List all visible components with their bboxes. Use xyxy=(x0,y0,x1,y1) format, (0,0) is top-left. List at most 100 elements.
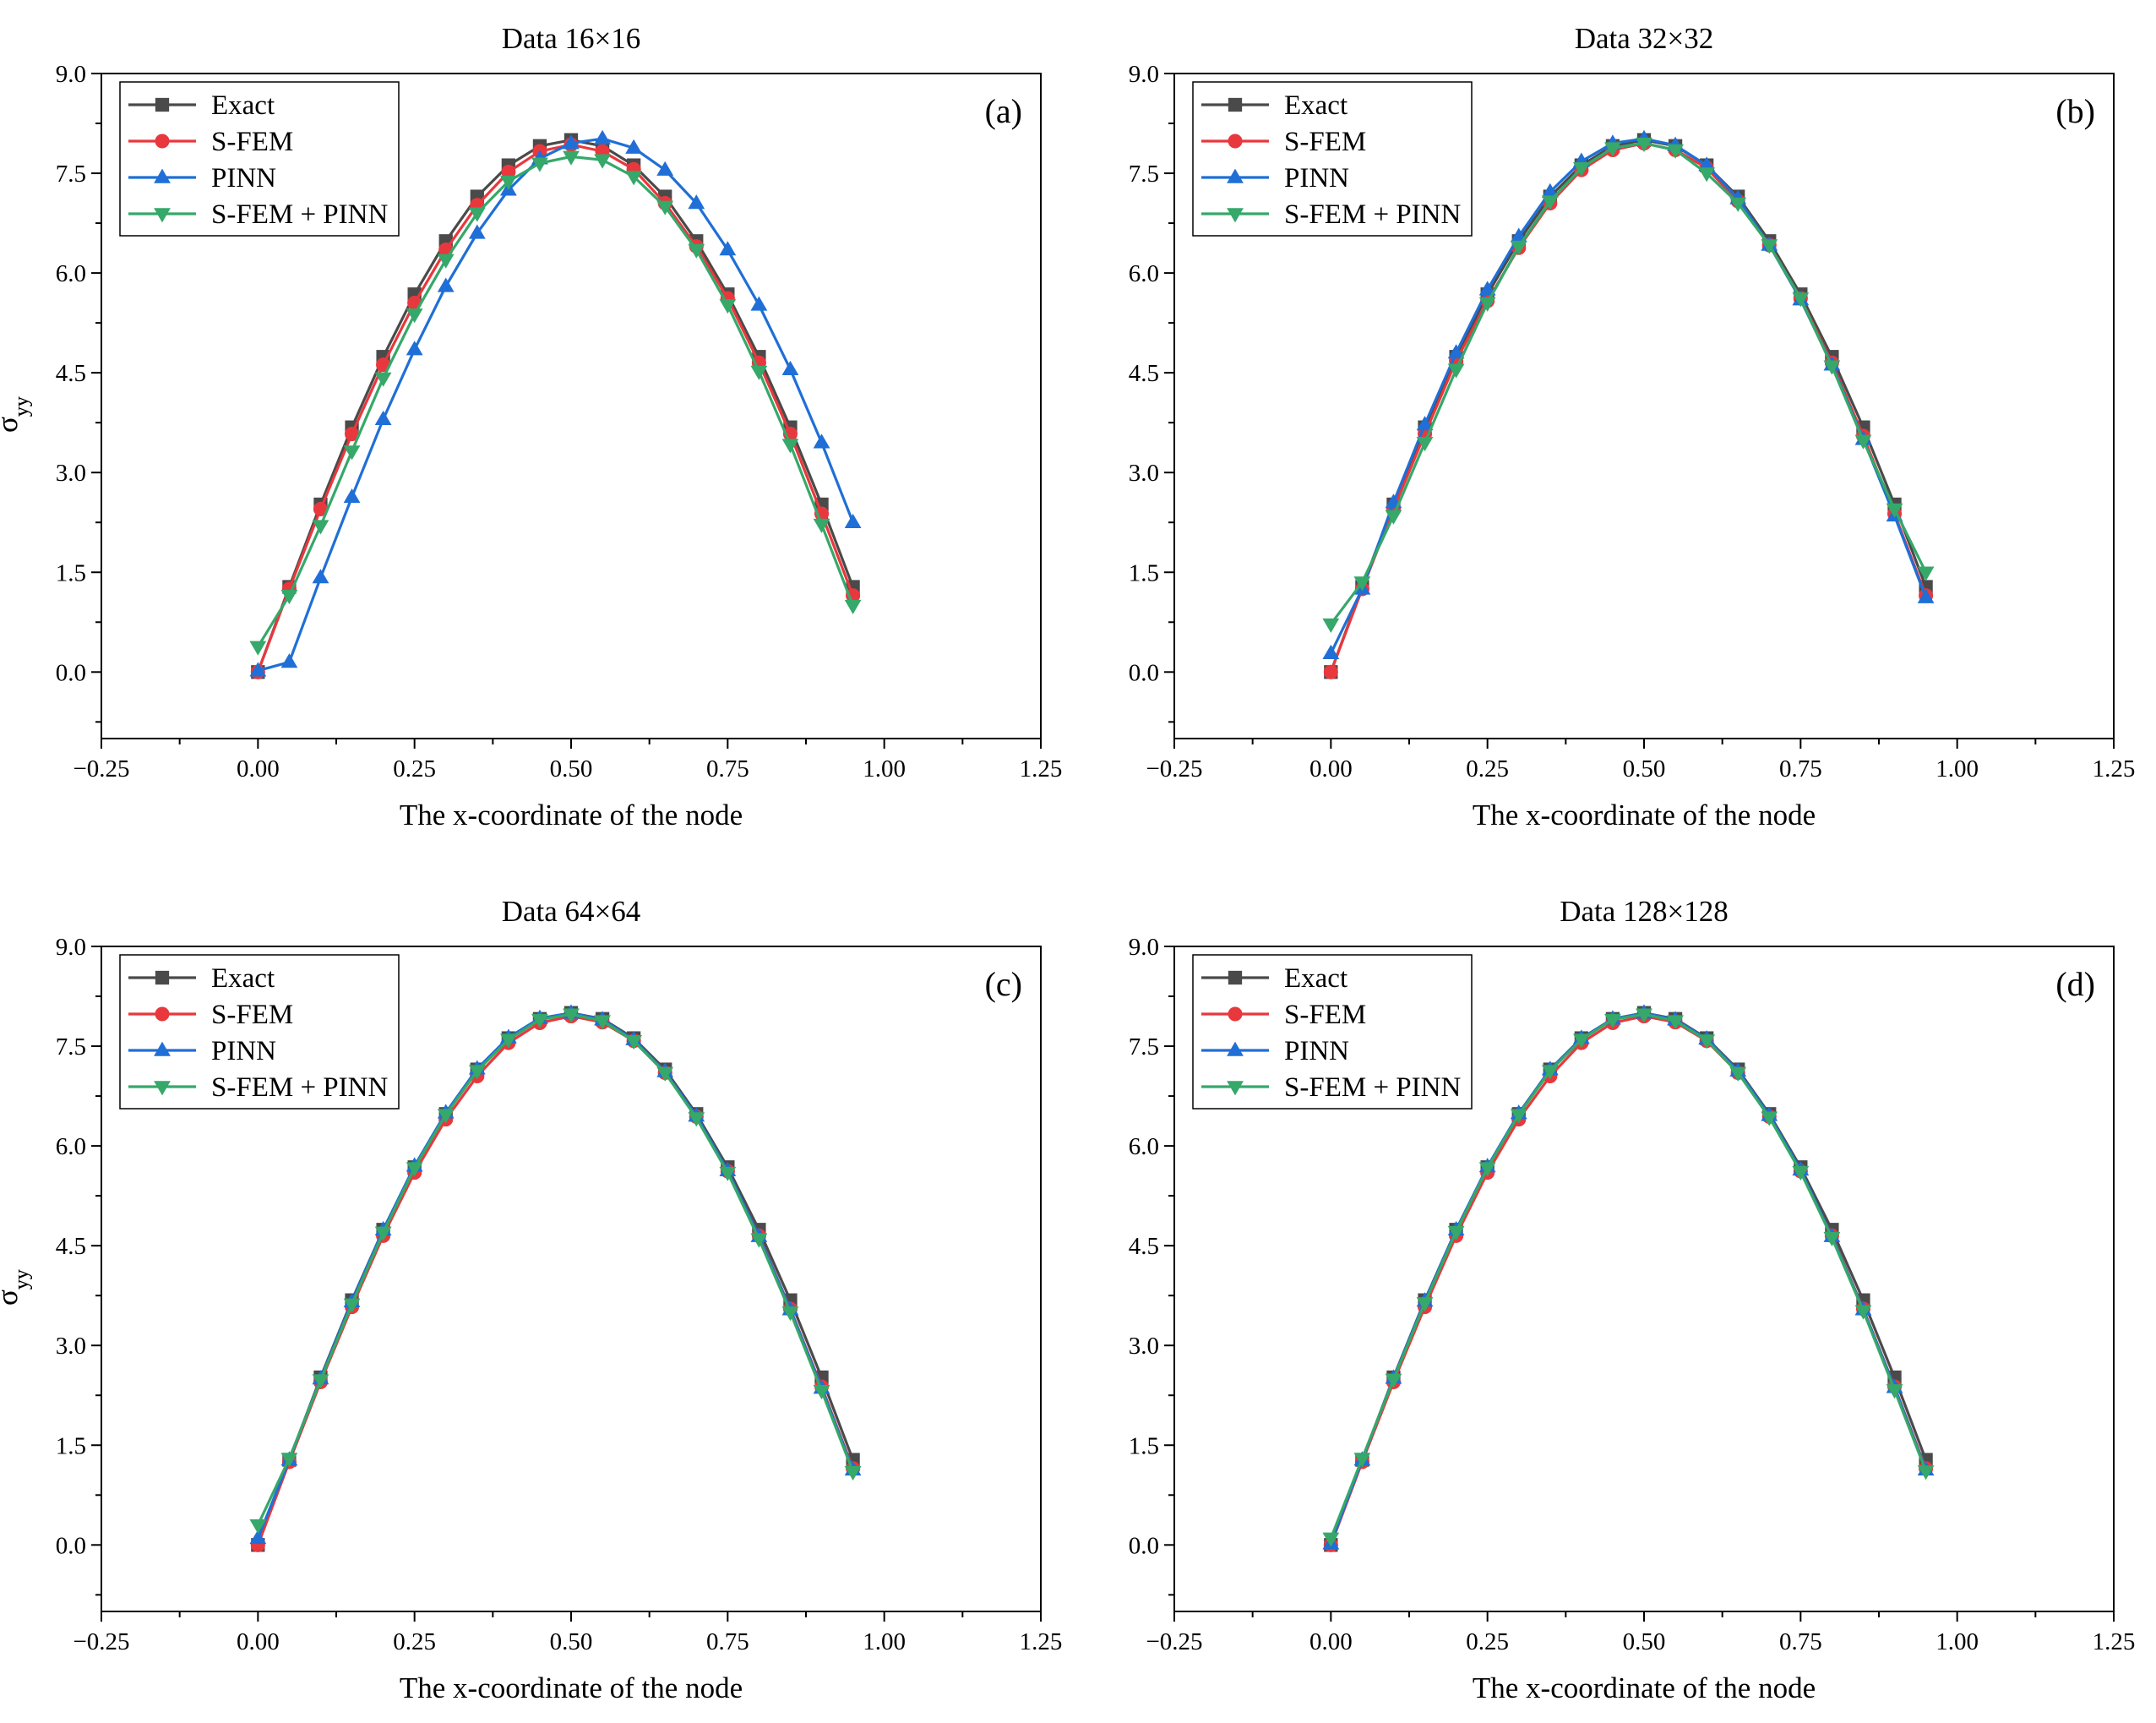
legend-label: S-FEM xyxy=(1284,127,1366,157)
legend-label: S-FEM + PINN xyxy=(211,1072,388,1103)
legend-label: S-FEM xyxy=(1284,1000,1366,1030)
y-tick-label: 0.0 xyxy=(56,1532,86,1559)
y-tick-label: 1.5 xyxy=(56,559,86,586)
data-point xyxy=(1761,239,1778,254)
data-point xyxy=(1729,1066,1747,1082)
x-tick-label: 0.25 xyxy=(393,755,436,782)
data-point xyxy=(374,1226,392,1241)
x-axis-title: The x-coordinate of the node xyxy=(400,799,743,832)
y-tick-label: 4.5 xyxy=(56,1233,86,1260)
data-point xyxy=(1541,195,1559,210)
data-point xyxy=(1917,588,1935,603)
data-point xyxy=(656,1066,674,1082)
data-point xyxy=(1854,1305,1872,1320)
series-s-fem-pinn xyxy=(249,150,862,656)
legend-label: S-FEM + PINN xyxy=(1284,199,1461,230)
legend-marker xyxy=(1227,208,1244,223)
data-point xyxy=(1917,566,1935,581)
data-point xyxy=(1698,167,1716,183)
data-point xyxy=(1447,344,1465,359)
data-point xyxy=(249,1519,267,1535)
data-point xyxy=(1416,1297,1434,1312)
panel-letter: (d) xyxy=(2055,965,2095,1003)
data-point xyxy=(406,1162,423,1177)
legend-marker xyxy=(1227,168,1244,183)
y-axis-title: σyy xyxy=(0,396,33,433)
x-tick-label: 1.25 xyxy=(1020,1628,1063,1655)
x-tick-label: 0.75 xyxy=(1779,755,1822,782)
data-point xyxy=(656,161,674,176)
data-point xyxy=(750,365,768,380)
legend: Exact S-FEM PINN S-FEM + PINN xyxy=(119,954,400,1110)
x-tick-label: −0.25 xyxy=(1146,1628,1202,1655)
legend-marker xyxy=(1228,1006,1243,1022)
x-tick-label: 0.00 xyxy=(1309,1628,1353,1655)
y-tick-label: 6.0 xyxy=(56,1133,86,1160)
data-point xyxy=(719,241,737,256)
x-tick-label: 1.25 xyxy=(2093,755,2136,782)
chart-title: Data 64×64 xyxy=(502,895,641,928)
data-point xyxy=(1510,1109,1527,1124)
legend: Exact S-FEM PINN S-FEM + PINN xyxy=(119,81,400,237)
data-point xyxy=(1729,197,1747,212)
y-tick-label: 0.0 xyxy=(56,659,86,686)
data-point xyxy=(1322,618,1340,633)
panel-letter: (c) xyxy=(985,965,1022,1003)
data-point xyxy=(1823,360,1841,375)
y-axis-symbol: σ xyxy=(0,1290,24,1306)
chart-panel-3: Data 128×128 0.0 1.5 3.0 4.5 6.0 7.5 9.0 −0.25 0.… xyxy=(0,895,2135,1704)
y-tick-label: 6.0 xyxy=(56,260,86,287)
data-point xyxy=(312,1374,329,1389)
data-point xyxy=(249,662,267,677)
data-point xyxy=(1792,1166,1810,1181)
data-point xyxy=(781,360,799,375)
data-point xyxy=(844,513,862,528)
data-point xyxy=(563,1008,580,1023)
data-point xyxy=(468,224,486,239)
x-tick-label: 0.50 xyxy=(1623,1628,1666,1655)
data-point xyxy=(1698,1034,1716,1050)
data-point xyxy=(499,175,517,190)
legend-marker xyxy=(1228,134,1243,149)
y-tick-label: 9.0 xyxy=(56,934,86,961)
y-tick-label: 3.0 xyxy=(56,1333,86,1360)
data-point xyxy=(343,1298,361,1313)
data-point xyxy=(625,1035,643,1050)
y-tick-label: 7.5 xyxy=(56,161,86,188)
y-tick-label: 7.5 xyxy=(56,1033,86,1061)
chart-title: Data 16×16 xyxy=(502,22,641,55)
y-axis-symbol: σ xyxy=(0,417,24,433)
data-point xyxy=(1322,1532,1340,1547)
panel-letter: (b) xyxy=(2055,92,2095,130)
x-tick-label: 0.50 xyxy=(1623,755,1666,782)
legend-marker xyxy=(1227,1081,1244,1096)
y-tick-label: 3.0 xyxy=(1129,1333,1159,1360)
legend-label: S-FEM + PINN xyxy=(1284,1072,1461,1103)
legend-label: Exact xyxy=(211,963,275,994)
series-pinn xyxy=(249,129,862,677)
data-point xyxy=(437,254,455,269)
data-point xyxy=(781,1306,799,1322)
data-point xyxy=(1447,1225,1465,1240)
legend-label: Exact xyxy=(211,90,275,121)
data-point xyxy=(594,154,611,169)
data-point xyxy=(1917,1465,1935,1480)
x-tick-label: 0.25 xyxy=(1466,1628,1509,1655)
y-tick-label: 1.5 xyxy=(1129,1432,1159,1459)
x-tick-label: 1.25 xyxy=(2093,1628,2136,1655)
data-point xyxy=(312,569,329,584)
data-point xyxy=(343,488,361,504)
series-s-fem-pinn xyxy=(1322,1008,1935,1547)
legend-label: Exact xyxy=(1284,963,1348,994)
y-tick-label: 7.5 xyxy=(1129,161,1159,188)
legend-marker xyxy=(1228,97,1243,112)
x-tick-label: 0.25 xyxy=(393,1628,436,1655)
data-point xyxy=(1353,1453,1371,1468)
y-tick-label: 6.0 xyxy=(1129,260,1159,287)
y-tick-label: 9.0 xyxy=(56,61,86,88)
data-point xyxy=(1667,144,1684,159)
data-point xyxy=(406,308,423,324)
data-point xyxy=(813,518,830,533)
data-point xyxy=(1572,162,1590,177)
x-tick-label: 0.25 xyxy=(1466,755,1509,782)
